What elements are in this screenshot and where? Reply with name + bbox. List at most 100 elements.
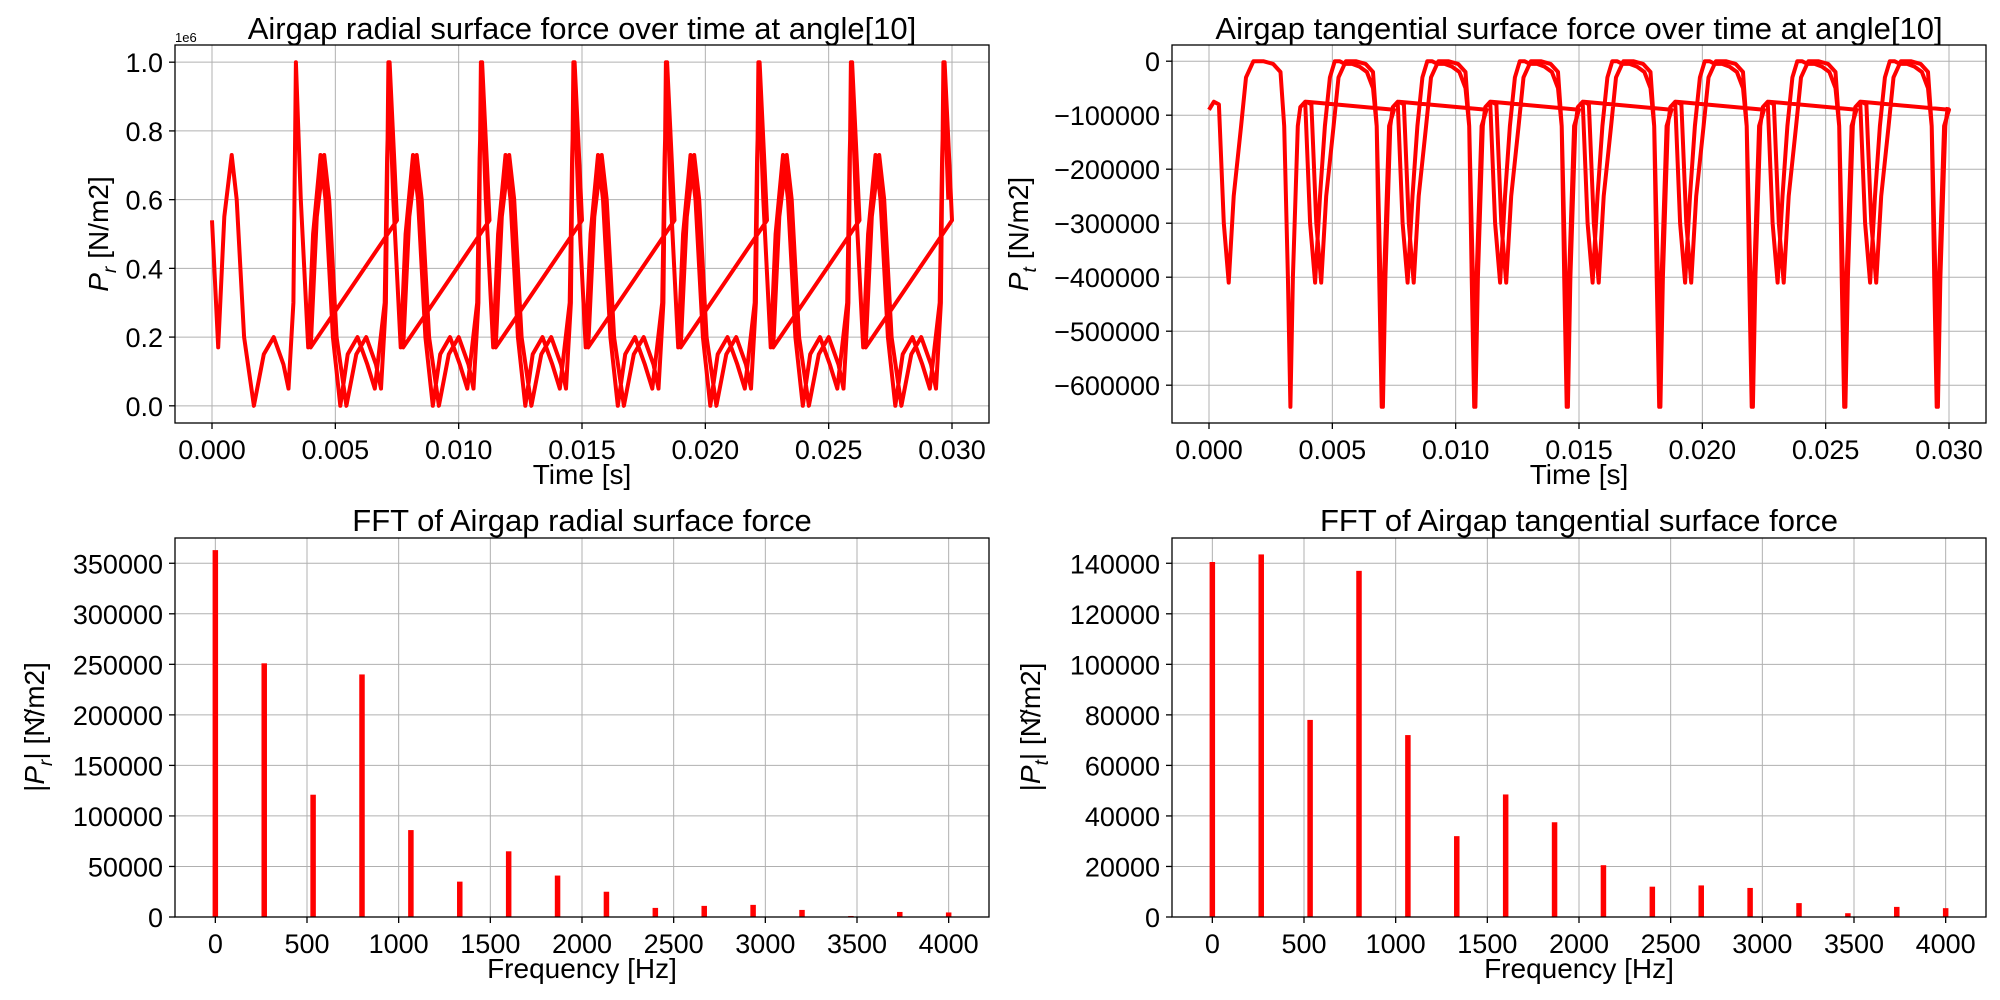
tangential-fft-bar	[1845, 913, 1851, 917]
radial-fft-bar	[554, 875, 561, 917]
radial-time-ytick-label: 0.4	[125, 254, 163, 284]
tangential-fft-yticks: 0 20000 40000 60000 80000 100000 120000 140000	[1070, 549, 1172, 933]
tangential-fft-ytick-label: 0	[1145, 903, 1160, 933]
tangential-time-ytick-label: −200000	[1054, 155, 1160, 185]
tangential-time-xtick-label: 0.020	[1669, 435, 1737, 465]
tangential-time-xlabel: Time [s]	[1530, 459, 1629, 490]
tangential-time-xticks: 0.000 0.005 0.010 0.015 0.020 0.025 0.030	[1175, 423, 1983, 465]
tangential-time-xtick-label: 0.000	[1175, 435, 1243, 465]
tangential-time-series-line	[1207, 59, 1951, 409]
radial-time-xtick-label: 0.000	[178, 435, 246, 465]
tangential-fft-ytick-label: 40000	[1085, 802, 1160, 832]
tangential-time-ylabel-main: P	[1003, 272, 1034, 291]
radial-fft-bar	[310, 794, 316, 917]
radial-fft-ytick-label: 50000	[88, 852, 163, 882]
radial-time-series-line	[210, 60, 954, 408]
radial-fft-bar	[603, 891, 610, 917]
tangential-fft-xtick-label: 3000	[1732, 929, 1792, 959]
radial-time-xticks: 0.000 0.005 0.010 0.015 0.020 0.025 0.030	[178, 423, 986, 465]
radial-fft-xtick-label: 1000	[369, 929, 429, 959]
radial-fft-xtick-label: 4000	[919, 929, 979, 959]
tangential-fft-bar	[1454, 836, 1460, 917]
radial-time-ytick-label: 1.0	[125, 48, 163, 78]
radial-fft-ytick-label: 100000	[73, 802, 163, 832]
tangential-time-ytick-label: 0	[1145, 47, 1160, 77]
radial-fft-bar	[261, 663, 267, 917]
radial-fft-xtick-label: 1500	[460, 929, 520, 959]
radial-fft-panel: FFT of Airgap radial surface force 0 500 1…	[19, 503, 990, 984]
radial-fft-bar	[212, 550, 219, 917]
tangential-fft-xtick-label: 1000	[1366, 929, 1426, 959]
tangential-fft-xlabel: Frequency [Hz]	[1484, 953, 1674, 984]
tangential-fft-bar	[1209, 562, 1216, 917]
tangential-time-series	[1207, 59, 1951, 409]
radial-fft-ylabel-hat	[23, 709, 32, 725]
tangential-fft-ylabel-hat	[1019, 709, 1028, 725]
tangential-fft-bar	[1502, 794, 1509, 917]
radial-fft-grid	[175, 538, 989, 918]
radial-fft-bar	[750, 904, 756, 917]
radial-fft-bar	[505, 851, 512, 917]
radial-fft-yticks: 0 50000 100000 150000 200000 250000 300000 3500…	[73, 549, 175, 933]
radial-fft-ytick-label: 300000	[73, 600, 163, 630]
radial-time-ytick-label: 0.0	[125, 392, 163, 422]
tangential-fft-bar	[1307, 719, 1313, 917]
tangential-fft-bar	[1942, 908, 1949, 917]
tangential-fft-panel: FFT of Airgap tangential surface force 0…	[1015, 503, 1987, 984]
tangential-time-ytick-label: −100000	[1054, 101, 1160, 131]
radial-time-offset-label: 1e6	[175, 30, 197, 45]
radial-fft-bar	[945, 912, 952, 917]
radial-time-xtick-label: 0.010	[425, 435, 493, 465]
radial-fft-xtick-label: 0	[208, 929, 223, 959]
tangential-fft-ylabel-sub: t	[1032, 759, 1053, 765]
radial-fft-ytick-label: 350000	[73, 549, 163, 579]
tangential-fft-bar	[1649, 886, 1656, 917]
tangential-time-ytick-label: −600000	[1054, 371, 1160, 401]
tangential-time-ytick-label: −300000	[1054, 209, 1160, 239]
tangential-time-xtick-label: 0.015	[1545, 435, 1613, 465]
radial-fft-ytick-label: 0	[148, 903, 163, 933]
radial-time-yticks: 0.0 0.2 0.4 0.6 0.8 1.0	[125, 48, 175, 422]
radial-fft-xtick-label: 500	[284, 929, 329, 959]
radial-fft-title: FFT of Airgap radial surface force	[352, 503, 811, 538]
radial-fft-xlabel: Frequency [Hz]	[487, 953, 677, 984]
radial-time-xtick-label: 0.015	[548, 435, 616, 465]
radial-time-ylabel-unit: [N/m2]	[83, 176, 114, 258]
radial-fft-xtick-label: 3000	[735, 929, 795, 959]
tangential-fft-bar	[1600, 865, 1607, 917]
radial-fft-ylabel: |Pr| [N/m2]	[19, 662, 57, 792]
tangential-time-ylabel-sub: t	[1020, 267, 1041, 273]
tangential-fft-xtick-label: 2500	[1641, 929, 1701, 959]
tangential-fft-bar	[1551, 822, 1558, 917]
radial-fft-bar	[359, 674, 365, 917]
radial-time-xtick-label: 0.020	[672, 435, 740, 465]
tangential-time-xtick-label: 0.010	[1422, 435, 1490, 465]
radial-fft-ylabel-main: P	[19, 766, 50, 785]
tangential-time-ytick-label: −400000	[1054, 263, 1160, 293]
tangential-time-yticks: 0 −100000 −200000 −300000 −400000 −500000 −600…	[1054, 47, 1172, 401]
tangential-fft-ylabel-unit: [N/m2]	[1015, 663, 1046, 745]
tangential-fft-ytick-label: 120000	[1070, 600, 1160, 630]
radial-fft-bar	[457, 881, 463, 917]
radial-fft-ytick-label: 250000	[73, 650, 163, 680]
tangential-fft-xtick-label: 2000	[1549, 929, 1609, 959]
tangential-fft-bar	[1747, 887, 1753, 917]
tangential-fft-title: FFT of Airgap tangential surface force	[1320, 503, 1838, 538]
radial-time-xtick-label: 0.005	[302, 435, 370, 465]
radial-fft-bar	[652, 907, 659, 917]
tangential-fft-xtick-label: 4000	[1916, 929, 1976, 959]
tangential-time-xtick-label: 0.030	[1915, 435, 1983, 465]
radial-fft-bar	[408, 830, 414, 917]
tangential-fft-xticks: 0 500 1000 1500 2000 2500 3000 3500 4000	[1205, 917, 1976, 959]
radial-time-ytick-label: 0.8	[125, 117, 163, 147]
tangential-time-ylabel-unit: [N/m2]	[1003, 177, 1034, 259]
tangential-time-panel: Airgap tangential surface force over tim…	[1003, 11, 1987, 490]
tangential-fft-ytick-label: 60000	[1085, 751, 1160, 781]
radial-time-xtick-label: 0.030	[918, 435, 986, 465]
tangential-fft-bar	[1698, 885, 1704, 917]
tangential-fft-ylabel: |Pt| [N/m2]	[1015, 663, 1053, 792]
radial-time-title: Airgap radial surface force over time at…	[248, 11, 917, 46]
tangential-fft-bar	[1796, 903, 1802, 917]
radial-fft-xticks: 0 500 1000 1500 2000 2500 3000 3500 4000	[208, 917, 979, 959]
